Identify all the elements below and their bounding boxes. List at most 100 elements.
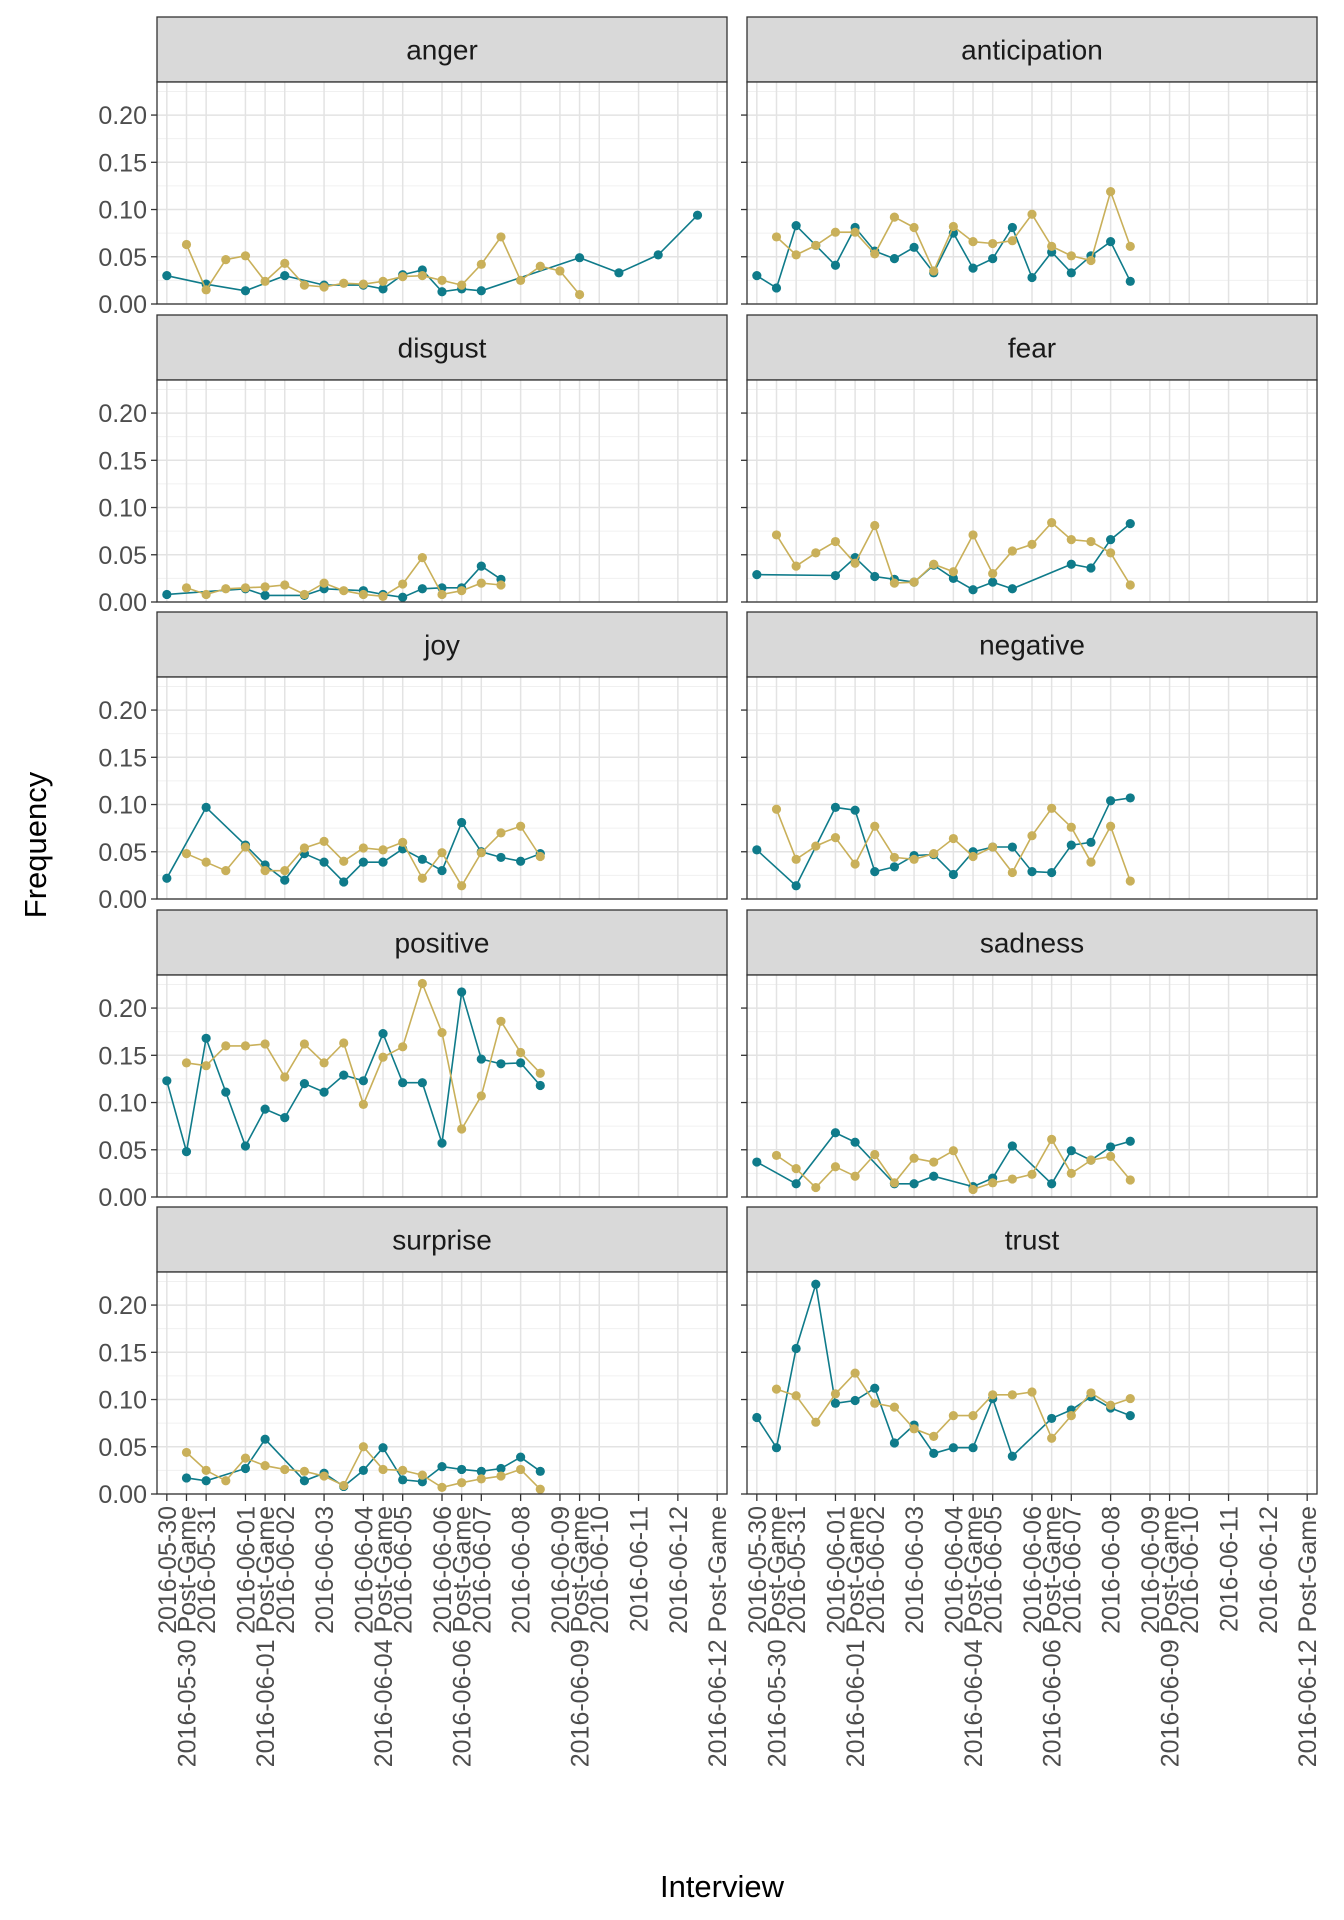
data-point [771, 804, 782, 814]
data-point [752, 271, 762, 281]
facet-strip [156, 314, 728, 381]
data-point [1066, 535, 1076, 545]
data-point [1066, 840, 1076, 850]
data-point [181, 1058, 192, 1068]
data-point [1125, 1410, 1135, 1421]
y-tick-label: 0.05 [98, 1434, 147, 1462]
data-point [437, 1462, 447, 1472]
data-point [830, 832, 841, 843]
data-point [162, 873, 172, 883]
data-point [614, 268, 624, 278]
panel-border [156, 81, 728, 305]
data-point [437, 1482, 447, 1492]
data-point [417, 553, 427, 563]
data-point [889, 852, 900, 863]
data-point [280, 580, 290, 590]
data-point [339, 586, 349, 596]
data-point [1007, 546, 1017, 556]
x-tick-label: 2016-06-07 [1058, 1506, 1086, 1634]
x-tick-label: 2016-06-12 Post-Game [1294, 1506, 1322, 1767]
data-point [830, 260, 841, 270]
data-point [496, 232, 506, 242]
data-point [398, 1465, 408, 1475]
data-point [909, 222, 919, 233]
data-point [457, 1464, 467, 1475]
data-point [948, 1410, 958, 1421]
data-point [339, 877, 349, 887]
x-tick-label: 2016-05-30 [744, 1506, 772, 1634]
data-point [948, 221, 958, 232]
data-point [240, 251, 251, 261]
x-tick-label: 2016-06-01 [232, 1506, 260, 1634]
data-point [1106, 1151, 1116, 1161]
data-point [1086, 837, 1096, 847]
data-point [437, 848, 447, 858]
facet-strip [156, 909, 728, 976]
data-point [260, 276, 270, 286]
data-point [889, 212, 900, 222]
x-tick-label: 2016-06-01 Post-Game [842, 1506, 870, 1767]
data-point [988, 1390, 998, 1400]
data-point [968, 263, 978, 273]
data-point [417, 584, 427, 594]
data-point [850, 805, 860, 815]
data-point [398, 272, 408, 282]
data-point [968, 1443, 978, 1453]
data-point [398, 1042, 408, 1052]
series-2 [181, 553, 506, 601]
x-tick-label: 2016-06-05 [390, 1506, 418, 1634]
series-2 [771, 518, 1135, 590]
facet-panels: anger 0.00 0.05 0.10 0.15 0.20 anticipation dis… [98, 16, 1318, 1509]
data-point [1106, 821, 1116, 831]
data-point [1007, 1451, 1017, 1461]
x-tick-label: 2016-05-30 Post-Game [173, 1506, 201, 1767]
data-point [929, 559, 939, 569]
data-point [850, 558, 860, 568]
data-point [516, 856, 526, 866]
data-point [948, 833, 958, 844]
data-point [417, 854, 427, 864]
data-point [319, 836, 329, 846]
data-point [1125, 276, 1135, 286]
y-tick-label: 0.20 [98, 102, 147, 130]
data-point [948, 1146, 958, 1156]
series-2 [181, 821, 545, 891]
data-point [240, 1453, 251, 1463]
data-point [791, 1179, 801, 1189]
data-point [968, 237, 978, 247]
data-point [476, 1054, 486, 1064]
data-point [201, 285, 211, 295]
data-point [1125, 241, 1135, 251]
facet-strip [156, 1206, 728, 1273]
data-point [535, 1466, 545, 1476]
data-point [496, 580, 506, 590]
data-point [516, 821, 526, 831]
data-point [319, 578, 329, 588]
y-tick-label: 0.00 [98, 886, 147, 914]
data-point [319, 1471, 329, 1481]
data-point [398, 592, 408, 602]
facet-title: joy [423, 630, 460, 661]
data-point [240, 286, 251, 296]
data-point [1027, 1169, 1037, 1179]
data-point [181, 1473, 192, 1483]
data-point [1047, 867, 1057, 878]
data-point [929, 266, 939, 276]
data-point [1125, 580, 1135, 590]
data-point [299, 589, 310, 600]
data-point [339, 856, 349, 866]
facet-trust: trust [741, 1206, 1318, 1495]
x-tick-label: 2016-06-09 Post-Game [567, 1506, 595, 1767]
data-point [240, 1041, 251, 1051]
data-point [1106, 535, 1116, 545]
data-point [1066, 1168, 1076, 1178]
data-point [358, 1076, 368, 1086]
data-point [319, 282, 329, 292]
data-point [830, 1398, 841, 1408]
data-point [240, 1463, 251, 1474]
data-point [830, 227, 841, 237]
data-point [1106, 548, 1116, 558]
data-point [909, 1179, 919, 1189]
